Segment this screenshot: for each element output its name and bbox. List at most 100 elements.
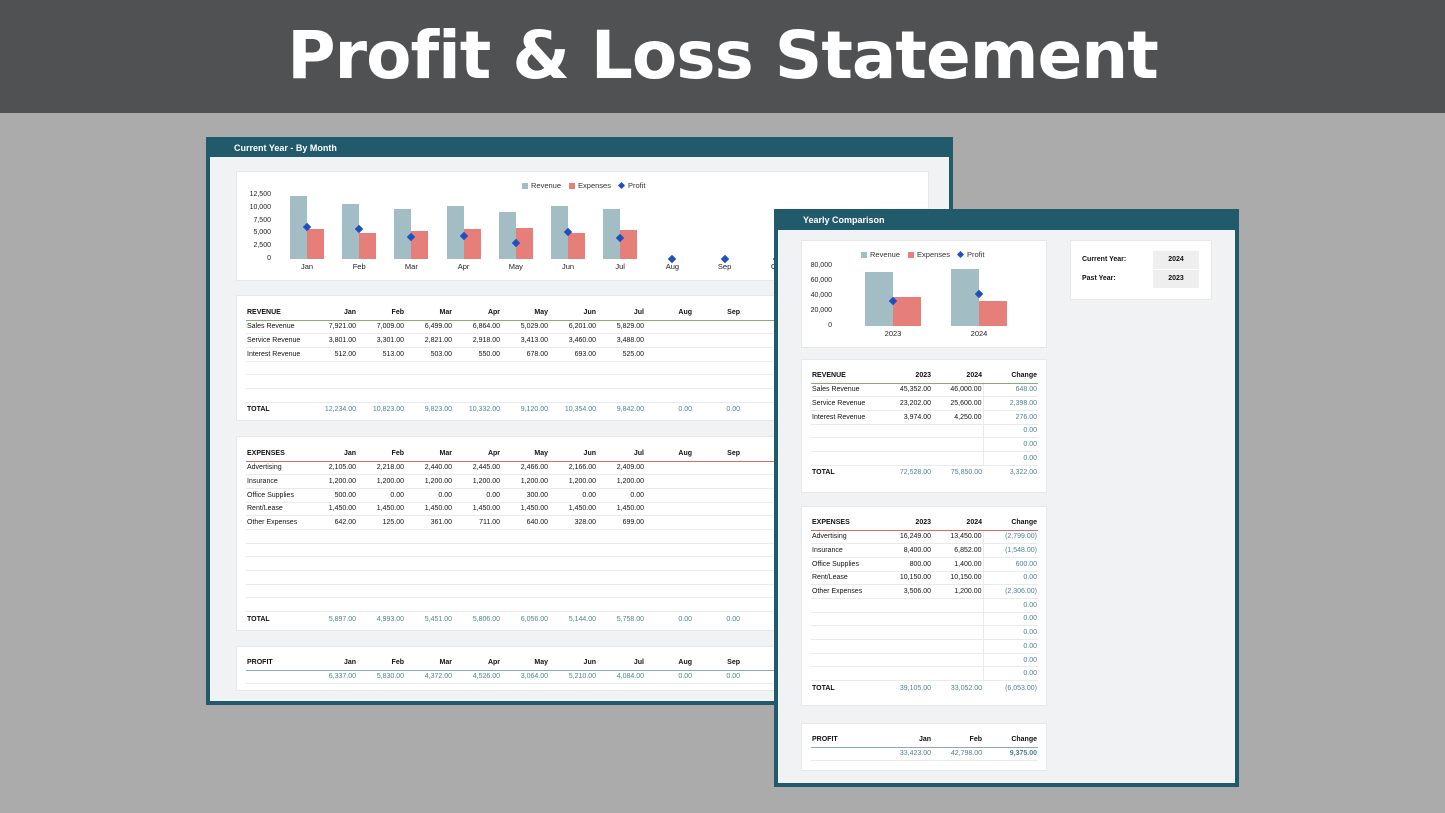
- expenses-cell[interactable]: 328.00: [549, 515, 597, 530]
- revenue-cell[interactable]: [597, 374, 645, 389]
- revenue-cell[interactable]: [932, 424, 984, 439]
- revenue-cell[interactable]: [645, 320, 693, 335]
- expenses-cell[interactable]: [645, 543, 693, 558]
- revenue-cell[interactable]: 3,301.00: [357, 333, 405, 348]
- expenses-cell[interactable]: 1,400.00: [932, 557, 984, 572]
- revenue-cell[interactable]: 5,029.00: [501, 320, 549, 335]
- revenue-cell[interactable]: 550.00: [453, 347, 501, 362]
- revenue-cell[interactable]: [405, 388, 453, 403]
- profit-cell[interactable]: 4,084.00: [597, 670, 645, 685]
- expenses-cell[interactable]: 1,450.00: [309, 502, 357, 517]
- expenses-cell[interactable]: 0.00: [597, 488, 645, 503]
- expenses-cell[interactable]: 0.00: [549, 488, 597, 503]
- expenses-cell[interactable]: [453, 543, 501, 558]
- revenue-cell[interactable]: 512.00: [309, 347, 357, 362]
- expenses-cell[interactable]: 13,450.00: [932, 530, 984, 545]
- revenue-cell[interactable]: [501, 361, 549, 376]
- expenses-cell[interactable]: [645, 488, 693, 503]
- expenses-cell[interactable]: 0.00: [405, 488, 453, 503]
- expenses-cell[interactable]: [881, 612, 932, 627]
- expenses-cell[interactable]: [597, 556, 645, 571]
- past-year-value[interactable]: 2023: [1153, 270, 1199, 288]
- expenses-cell[interactable]: 500.00: [309, 488, 357, 503]
- expenses-cell[interactable]: [549, 597, 597, 613]
- expenses-cell[interactable]: 0.00: [983, 653, 1038, 668]
- expenses-cell[interactable]: 1,200.00: [597, 474, 645, 489]
- expenses-cell[interactable]: [693, 488, 741, 503]
- expenses-cell[interactable]: 711.00: [453, 515, 501, 530]
- profit-cell[interactable]: 6,337.00: [309, 670, 357, 685]
- expenses-cell[interactable]: [357, 597, 405, 613]
- expenses-cell[interactable]: [693, 529, 741, 544]
- revenue-cell[interactable]: 5,829.00: [597, 320, 645, 335]
- revenue-cell[interactable]: 276.00: [983, 410, 1038, 425]
- profit-cell[interactable]: 0.00: [693, 670, 741, 685]
- revenue-cell[interactable]: [309, 374, 357, 389]
- expenses-cell[interactable]: [597, 584, 645, 599]
- revenue-cell[interactable]: [597, 388, 645, 403]
- expenses-cell[interactable]: [501, 597, 549, 613]
- revenue-cell[interactable]: 2,398.00: [983, 396, 1038, 411]
- expenses-cell[interactable]: 1,450.00: [453, 502, 501, 517]
- expenses-cell[interactable]: 8,400.00: [881, 543, 932, 558]
- revenue-cell[interactable]: [357, 374, 405, 389]
- expenses-cell[interactable]: [597, 597, 645, 613]
- revenue-cell[interactable]: 513.00: [357, 347, 405, 362]
- expenses-cell[interactable]: 2,166.00: [549, 461, 597, 476]
- expenses-cell[interactable]: 1,450.00: [597, 502, 645, 517]
- expenses-cell[interactable]: [932, 612, 984, 627]
- expenses-cell[interactable]: 2,440.00: [405, 461, 453, 476]
- revenue-cell[interactable]: [501, 374, 549, 389]
- expenses-cell[interactable]: 2,218.00: [357, 461, 405, 476]
- revenue-cell[interactable]: 6,201.00: [549, 320, 597, 335]
- expenses-cell[interactable]: [932, 639, 984, 654]
- expenses-cell[interactable]: (2,799.00): [983, 530, 1038, 545]
- revenue-cell[interactable]: 6,864.00: [453, 320, 501, 335]
- expenses-cell[interactable]: 361.00: [405, 515, 453, 530]
- expenses-cell[interactable]: 10,150.00: [932, 571, 984, 586]
- expenses-cell[interactable]: [453, 556, 501, 571]
- expenses-cell[interactable]: 6,852.00: [932, 543, 984, 558]
- expenses-cell[interactable]: 125.00: [357, 515, 405, 530]
- expenses-cell[interactable]: [932, 598, 984, 613]
- expenses-cell[interactable]: [693, 597, 741, 613]
- revenue-cell[interactable]: [309, 388, 357, 403]
- expenses-cell[interactable]: [549, 543, 597, 558]
- profit-cell[interactable]: 3,064.00: [501, 670, 549, 685]
- revenue-cell[interactable]: [501, 388, 549, 403]
- revenue-cell[interactable]: 45,352.00: [881, 383, 932, 398]
- expenses-cell[interactable]: [881, 653, 932, 668]
- current-year-value[interactable]: 2024: [1153, 251, 1199, 269]
- profit-cell[interactable]: 5,830.00: [357, 670, 405, 685]
- revenue-cell[interactable]: 2,918.00: [453, 333, 501, 348]
- revenue-cell[interactable]: 3,974.00: [881, 410, 932, 425]
- profit-cell[interactable]: 4,526.00: [453, 670, 501, 685]
- revenue-cell[interactable]: [693, 361, 741, 376]
- expenses-cell[interactable]: [693, 515, 741, 530]
- revenue-cell[interactable]: 3,460.00: [549, 333, 597, 348]
- expenses-cell[interactable]: [405, 584, 453, 599]
- expenses-cell[interactable]: 0.00: [983, 666, 1038, 682]
- expenses-cell[interactable]: [309, 570, 357, 585]
- expenses-cell[interactable]: [357, 543, 405, 558]
- expenses-cell[interactable]: 600.00: [983, 557, 1038, 572]
- expenses-cell[interactable]: [309, 529, 357, 544]
- expenses-cell[interactable]: [645, 584, 693, 599]
- revenue-cell[interactable]: 3,488.00: [597, 333, 645, 348]
- expenses-cell[interactable]: [309, 597, 357, 613]
- revenue-cell[interactable]: [693, 388, 741, 403]
- expenses-cell[interactable]: [693, 461, 741, 476]
- revenue-cell[interactable]: [597, 361, 645, 376]
- expenses-cell[interactable]: [932, 625, 984, 640]
- revenue-cell[interactable]: 4,250.00: [932, 410, 984, 425]
- expenses-cell[interactable]: 1,450.00: [549, 502, 597, 517]
- expenses-cell[interactable]: [549, 556, 597, 571]
- revenue-cell[interactable]: 23,202.00: [881, 396, 932, 411]
- expenses-cell[interactable]: [405, 543, 453, 558]
- expenses-cell[interactable]: [645, 597, 693, 613]
- revenue-cell[interactable]: 693.00: [549, 347, 597, 362]
- expenses-cell[interactable]: [693, 556, 741, 571]
- expenses-cell[interactable]: [597, 570, 645, 585]
- revenue-cell[interactable]: 7,009.00: [357, 320, 405, 335]
- expenses-cell[interactable]: 0.00: [983, 571, 1038, 586]
